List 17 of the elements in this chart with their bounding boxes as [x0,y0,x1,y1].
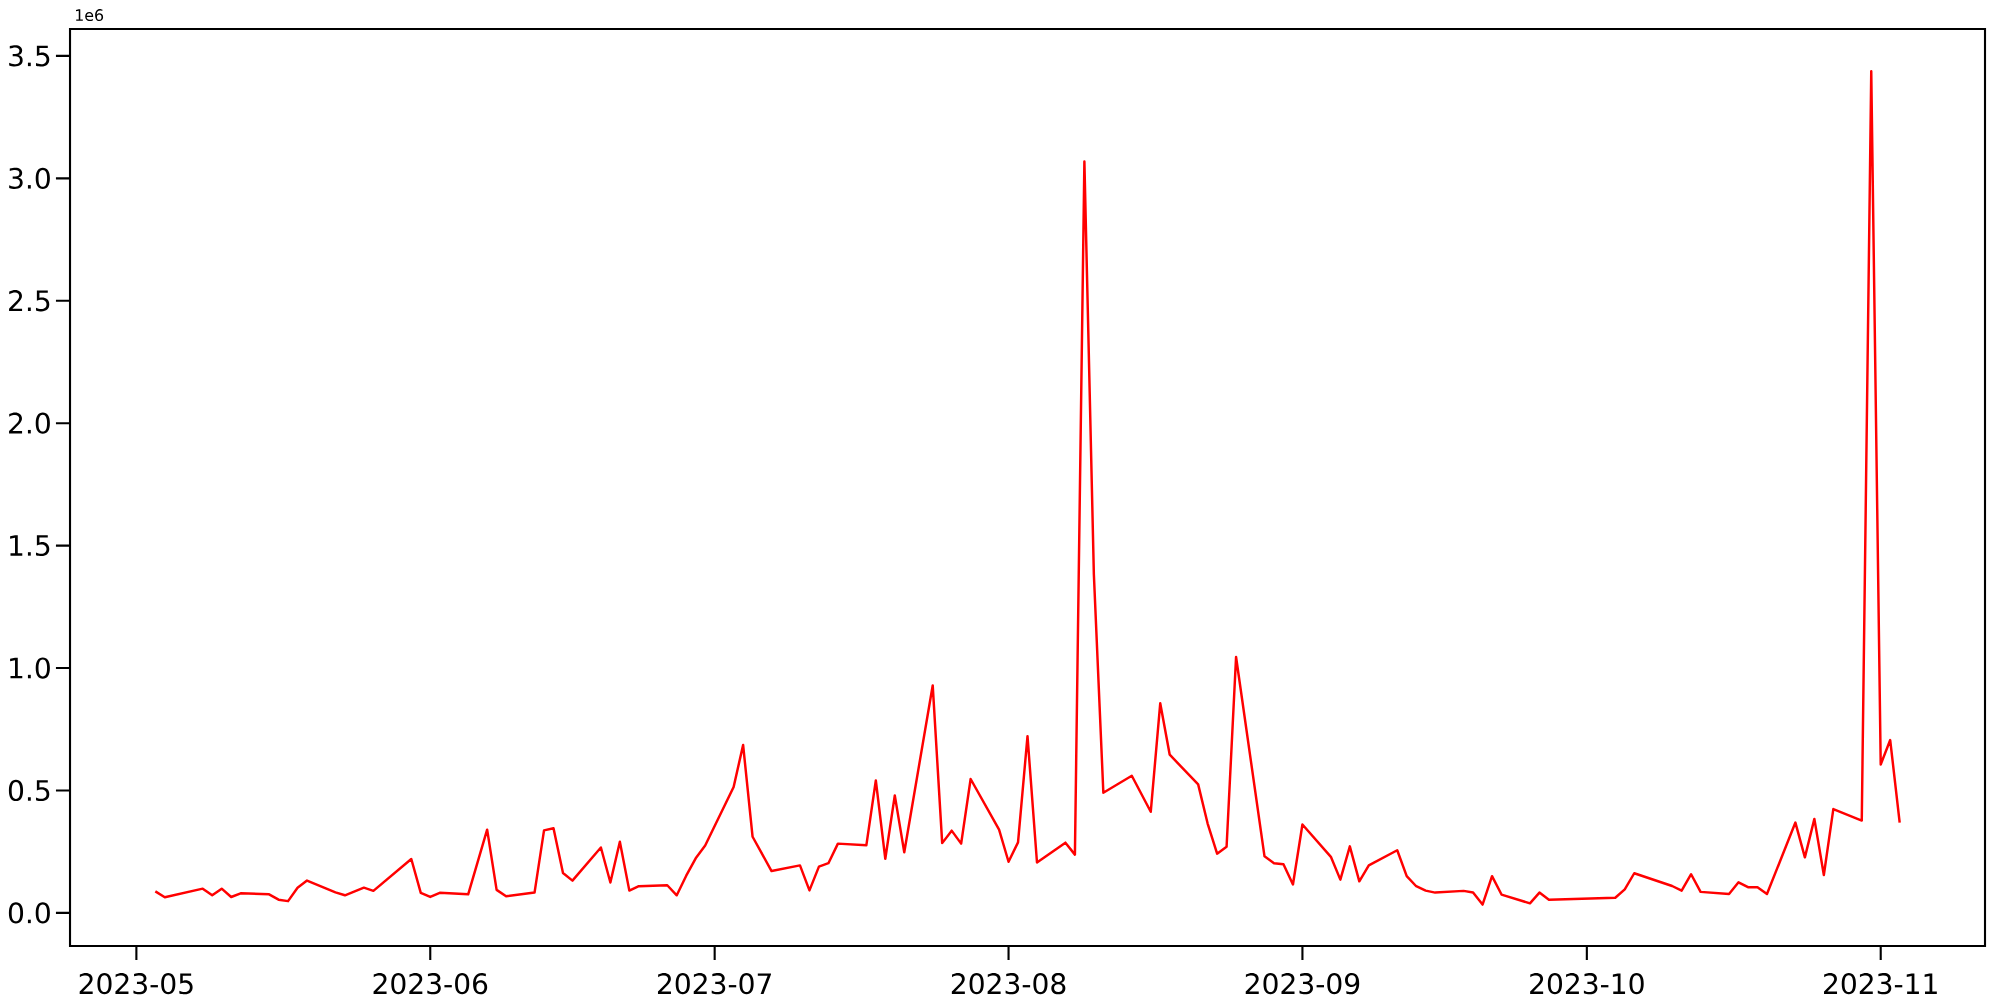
x-tick-label: 2023-07 [657,973,771,995]
x-tick-label: 2023-11 [1824,973,1937,995]
y-tick-label: 3.5 [9,45,50,67]
line-series [154,70,1901,906]
y-tick-label: 1.5 [10,535,50,557]
text: 1e6 [76,9,104,22]
y-tick-label: 2.5 [9,290,50,312]
y-tick-label: 2.0 [9,412,50,434]
x-tick-label: 2023-05 [79,973,193,995]
x-tick-label: 2023-10 [1530,973,1644,995]
y-tick-label: 0.0 [8,902,50,924]
y-tick-label: 1.0 [10,657,50,679]
y-tick-label: 0.5 [8,779,50,802]
x-tick-label: 2023-09 [1245,973,1360,995]
x-tick-label: 2023-06 [373,973,488,995]
y-tick-label: 3.0 [9,167,50,189]
x-tick-label: 2023-08 [951,973,1066,995]
